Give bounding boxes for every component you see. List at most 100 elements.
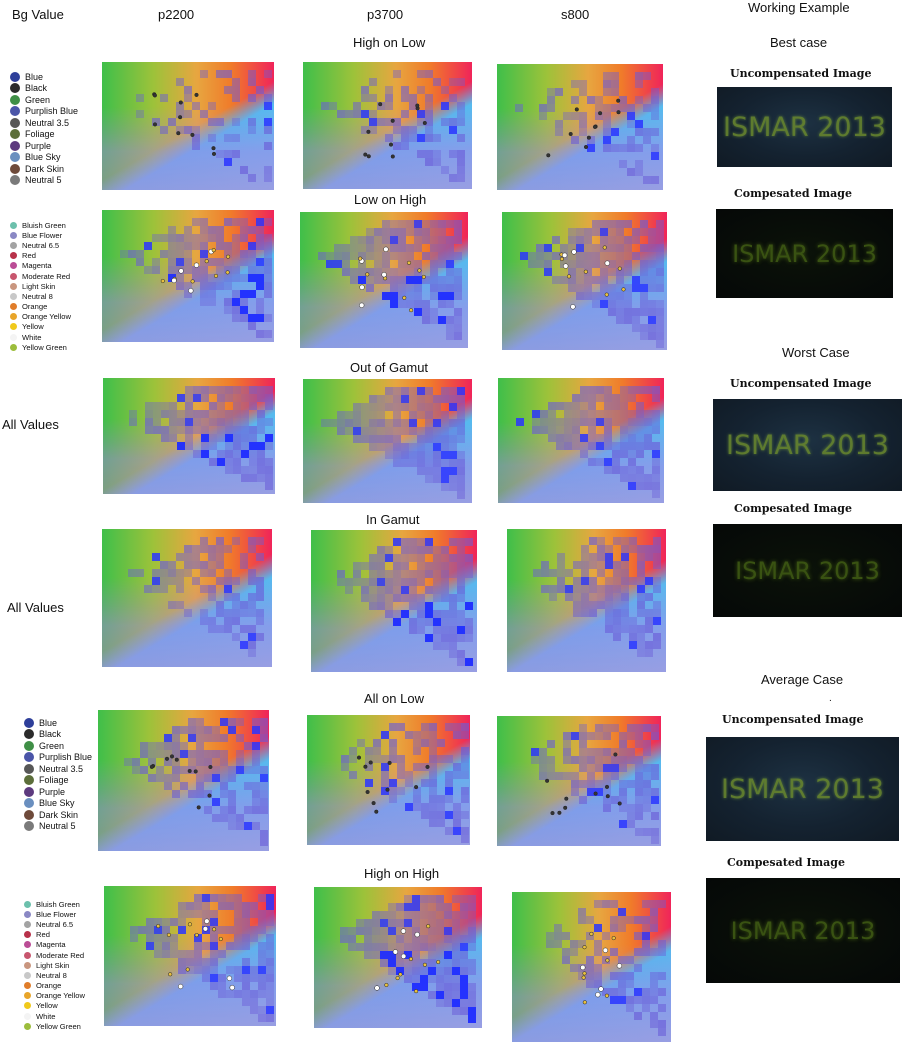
gamut-cell (414, 308, 422, 316)
gamut-cell (185, 402, 193, 410)
gamut-cell (417, 546, 425, 554)
gamut-cell (188, 726, 196, 734)
gamut-cell (258, 910, 266, 918)
legend-swatch-icon (10, 333, 17, 341)
gamut-cell (653, 609, 661, 617)
gamut-cell (176, 234, 184, 242)
gamut-cell (393, 142, 401, 150)
gamut-cell (258, 894, 266, 902)
gamut-cell (457, 594, 465, 602)
gamut-cell (563, 732, 571, 740)
gamut-cell (441, 395, 449, 403)
gamut-cell (232, 150, 240, 158)
legend-item: Blue (10, 71, 78, 83)
gamut-cell (658, 948, 666, 956)
gamut-cell (460, 983, 468, 991)
gamut-cell (244, 806, 252, 814)
gamut-cell (248, 118, 256, 126)
gamut-cell (608, 228, 616, 236)
gamut-cell (586, 932, 594, 940)
color-sample-marker (604, 260, 610, 266)
gamut-cell (329, 419, 337, 427)
gamut-cell (595, 756, 603, 764)
gamut-cell (555, 120, 563, 128)
gamut-cells (520, 220, 664, 348)
gamut-cell (136, 250, 144, 258)
gamut-cell (256, 593, 264, 601)
color-sample-marker (580, 964, 586, 971)
gamut-cell (265, 474, 273, 482)
gamut-cell (172, 726, 180, 734)
gamut-cell (218, 926, 226, 934)
legend-label: White (22, 332, 42, 342)
gamut-cell (257, 418, 265, 426)
gamut-cell (172, 766, 180, 774)
gamut-cell (361, 126, 369, 134)
gamut-cell (409, 546, 417, 554)
gamut-cell (637, 553, 645, 561)
gamut-cell (209, 418, 217, 426)
gamut-cell (377, 403, 385, 411)
gamut-cell (152, 585, 160, 593)
color-sample-marker (368, 760, 373, 765)
gamut-cell (382, 252, 390, 260)
gamut-cell (232, 250, 240, 258)
gamut-cell (452, 999, 460, 1007)
gamut-cell (240, 601, 248, 609)
gamut-cell (414, 284, 422, 292)
gamut-cell (192, 218, 200, 226)
gamut-cell (457, 570, 465, 578)
gamut-cell (160, 585, 168, 593)
worst-compensated-label: Compesated Image (734, 502, 852, 515)
gamut-cell (401, 110, 409, 118)
gamut-cell (369, 435, 377, 443)
gamut-cell (554, 940, 562, 948)
gamut-cell (160, 126, 168, 134)
gamut-cell (405, 779, 413, 787)
gamut-cell (256, 226, 264, 234)
legend-label: Neutral 3.5 (25, 117, 70, 128)
legend-item: White (24, 1011, 85, 1021)
gamut-cell (382, 260, 390, 268)
gamut-cell (152, 234, 160, 242)
gamut-cell (613, 569, 621, 577)
gamut-cell (374, 268, 382, 276)
gamut-cell (428, 903, 436, 911)
gamut-cell (612, 402, 620, 410)
plot-high-on-low-s800 (497, 64, 663, 190)
gamut-cell (184, 126, 192, 134)
gamut-cell (628, 386, 636, 394)
gamut-cell (264, 330, 272, 338)
gamut-cell (572, 426, 580, 434)
gamut-cell (589, 585, 597, 593)
gamut-cell (589, 601, 597, 609)
gamut-cell (200, 609, 208, 617)
gamut-cell (568, 228, 576, 236)
gamut-cell (232, 306, 240, 314)
gamut-cell (637, 545, 645, 553)
gamut-cell (468, 983, 476, 991)
gamut-cell (256, 585, 264, 593)
gamut-cell (457, 118, 465, 126)
gamut-cell (265, 466, 273, 474)
gamut-cell (366, 252, 374, 260)
gamut-cell (381, 731, 389, 739)
gamut-cell (656, 220, 664, 228)
gamut-cell (603, 756, 611, 764)
gamut-cell (369, 562, 377, 570)
gamut-cell (201, 434, 209, 442)
gamut-cell (611, 104, 619, 112)
gamut-cell (208, 290, 216, 298)
gamut-cell (265, 458, 273, 466)
gamut-cell (393, 419, 401, 427)
gamut-cell (364, 951, 372, 959)
gamut-cell (200, 266, 208, 274)
gamut-cell (420, 903, 428, 911)
gamut-cell (449, 467, 457, 475)
gamut-cell (597, 585, 605, 593)
gamut-cell (552, 236, 560, 244)
gamut-cell (652, 450, 660, 458)
gamut-cell (188, 766, 196, 774)
gamut-cell (433, 586, 441, 594)
gamut-cell (184, 545, 192, 553)
